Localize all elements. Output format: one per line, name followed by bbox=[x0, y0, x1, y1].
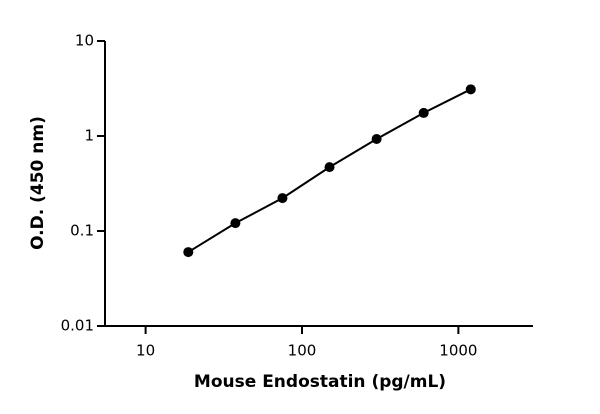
x-axis-title: Mouse Endostatin (pg/mL) bbox=[194, 372, 446, 392]
y-tick-label: 1 bbox=[84, 127, 94, 145]
y-axis-title: O.D. (450 nm) bbox=[28, 116, 48, 250]
y-tick-label: 0.1 bbox=[70, 222, 94, 240]
data-point bbox=[418, 107, 429, 118]
data-point bbox=[465, 84, 476, 95]
data-point bbox=[277, 193, 288, 204]
data-point bbox=[230, 218, 241, 229]
data-point bbox=[371, 133, 382, 144]
x-tick-label: 1000 bbox=[439, 342, 477, 360]
y-tick-label: 0.01 bbox=[61, 317, 94, 335]
y-tick-label: 10 bbox=[75, 32, 94, 50]
x-tick-label: 100 bbox=[288, 342, 317, 360]
data-point bbox=[183, 247, 194, 258]
x-tick-label: 10 bbox=[136, 342, 155, 360]
data-point bbox=[324, 162, 335, 173]
